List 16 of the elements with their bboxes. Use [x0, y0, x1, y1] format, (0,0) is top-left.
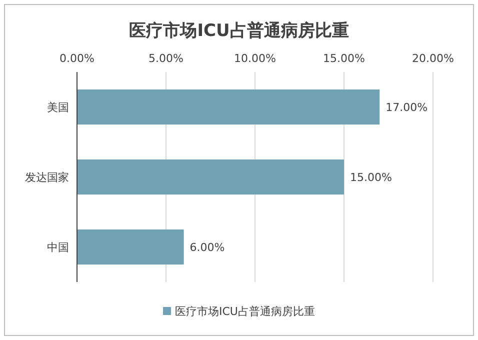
x-tick-label: 5.00% — [148, 52, 184, 65]
data-label: 15.00% — [350, 171, 392, 184]
y-tick-label: 美国 — [47, 101, 69, 114]
data-label: 17.00% — [386, 101, 428, 114]
data-label: 6.00% — [190, 241, 225, 254]
y-tick-label: 发达国家 — [25, 171, 69, 184]
chart-title: 医疗市场ICU占普通病房比重 — [129, 20, 349, 41]
bar — [77, 90, 380, 124]
x-tick-label: 20.00% — [412, 52, 454, 65]
x-tick-label: 0.00% — [60, 52, 94, 65]
x-tick-label: 15.00% — [323, 52, 365, 65]
x-tick-label: 10.00% — [234, 52, 276, 65]
bar — [77, 230, 184, 264]
legend-label: 医疗市场ICU占普通病房比重 — [175, 305, 315, 318]
y-tick-label: 中国 — [47, 241, 69, 254]
bar — [77, 160, 344, 194]
